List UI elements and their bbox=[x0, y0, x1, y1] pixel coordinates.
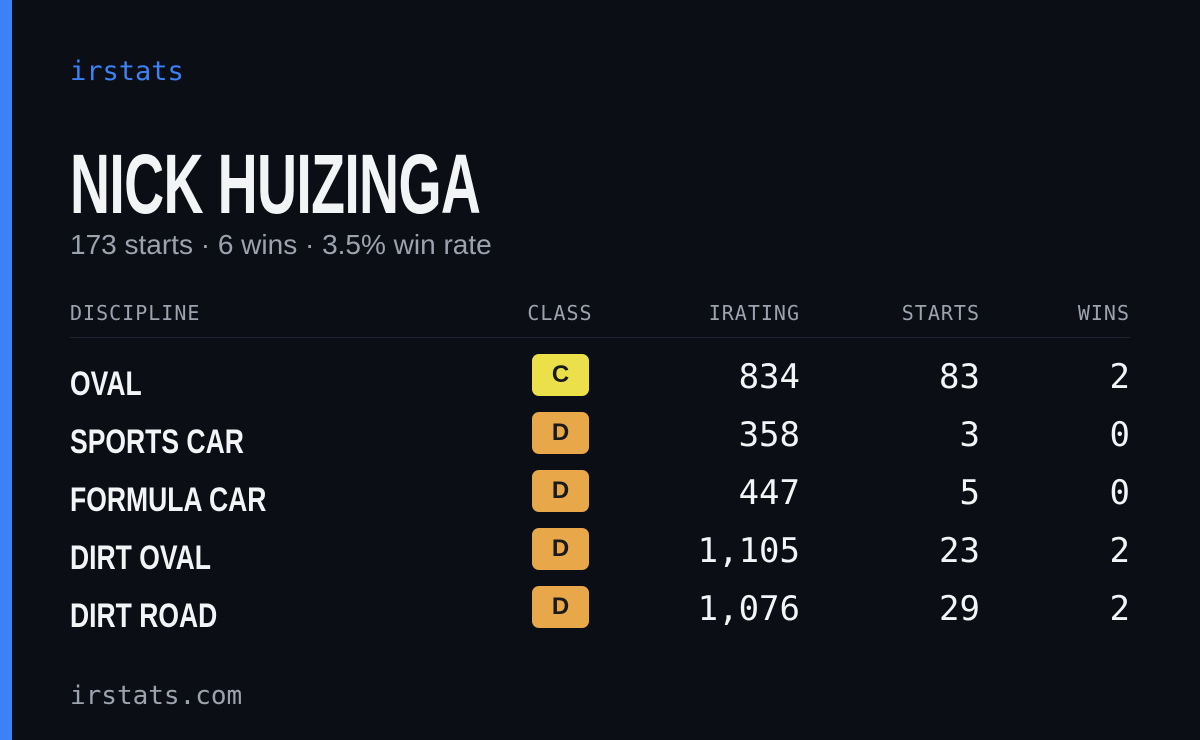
discipline: OVAL bbox=[70, 365, 142, 403]
starts: 23 bbox=[939, 531, 980, 571]
class-badge: D bbox=[532, 412, 589, 454]
discipline: DIRT OVAL bbox=[70, 539, 211, 577]
footer: irstats.com bbox=[70, 681, 243, 711]
column-header: WINS bbox=[1077, 301, 1130, 325]
driver-name: NICK HUIZINGA bbox=[70, 137, 481, 231]
discipline: SPORTS CAR bbox=[70, 423, 244, 461]
header-rule bbox=[70, 337, 1130, 338]
starts: 5 bbox=[959, 473, 980, 513]
class-badge: C bbox=[532, 354, 589, 396]
starts: 29 bbox=[939, 589, 980, 629]
wins: 0 bbox=[1109, 415, 1130, 455]
irating: 1,076 bbox=[697, 589, 800, 629]
summary: 173 starts · 6 wins · 3.5% win rate bbox=[70, 229, 492, 260]
class-badge: D bbox=[532, 528, 589, 570]
column-header: IRATING bbox=[708, 301, 800, 325]
discipline: FORMULA CAR bbox=[70, 481, 267, 519]
wins: 0 bbox=[1109, 473, 1130, 513]
class-badge: D bbox=[532, 586, 589, 628]
irating: 358 bbox=[738, 415, 800, 455]
starts: 83 bbox=[939, 357, 980, 397]
wins: 2 bbox=[1109, 357, 1130, 397]
column-header: DISCIPLINE bbox=[70, 301, 201, 325]
brand: irstats bbox=[70, 56, 184, 87]
starts: 3 bbox=[959, 415, 980, 455]
column-header: CLASS bbox=[527, 301, 593, 325]
wins: 2 bbox=[1109, 531, 1130, 571]
column-header: STARTS bbox=[901, 301, 980, 325]
irating: 834 bbox=[738, 357, 800, 397]
discipline: DIRT ROAD bbox=[70, 597, 218, 635]
irating: 447 bbox=[738, 473, 800, 513]
wins: 2 bbox=[1109, 589, 1130, 629]
accent-bar bbox=[0, 0, 12, 740]
class-badge: D bbox=[532, 470, 589, 512]
irating: 1,105 bbox=[697, 531, 800, 571]
